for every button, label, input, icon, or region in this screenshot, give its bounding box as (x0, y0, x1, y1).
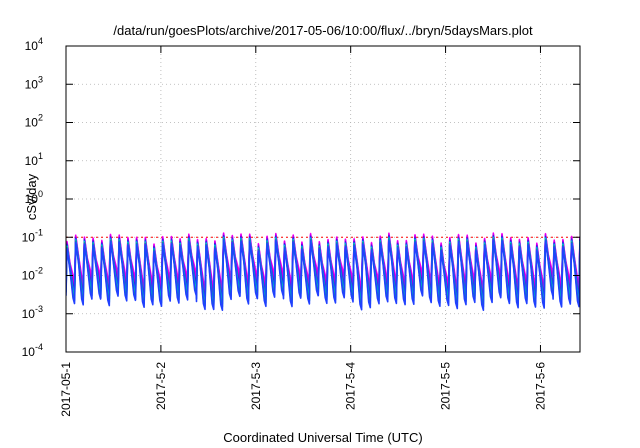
y-tick-label: 10-1 (22, 227, 43, 244)
y-tick-label: 100 (25, 189, 43, 206)
y-tick-label: 10-2 (22, 266, 43, 283)
x-tick-label: 2017-5-3 (249, 362, 263, 410)
series-line-8 (66, 239, 580, 311)
x-tick-label: 2017-5-2 (154, 362, 168, 410)
y-tick-label: 104 (25, 36, 43, 53)
y-ticks: 10-4 10-3 10-2 10-1 100 101 102 103 104 (22, 36, 580, 359)
x-tick-label: 2017-05-1 (59, 362, 73, 417)
x-ticks: 2017-05-1 2017-5-2 2017-5-3 2017-5-4 2017-5-… (59, 46, 547, 417)
y-tick-label: 101 (25, 151, 43, 168)
y-tick-label: 103 (25, 74, 43, 91)
x-axis-label: Coordinated Universal Time (UTC) (223, 430, 422, 445)
series-group (66, 232, 580, 311)
y-tick-label: 102 (25, 113, 43, 130)
y-tick-label: 10-4 (22, 342, 43, 359)
x-tick-label: 2017-5-4 (344, 362, 358, 410)
chart-title: /data/run/goesPlots/archive/2017-05-06/1… (113, 23, 533, 38)
y-tick-label: 10-3 (22, 304, 43, 321)
x-tick-label: 2017-5-5 (439, 362, 453, 410)
x-tick-label: 2017-5-6 (533, 362, 547, 410)
y-axis-label: cSv/day (24, 173, 39, 220)
